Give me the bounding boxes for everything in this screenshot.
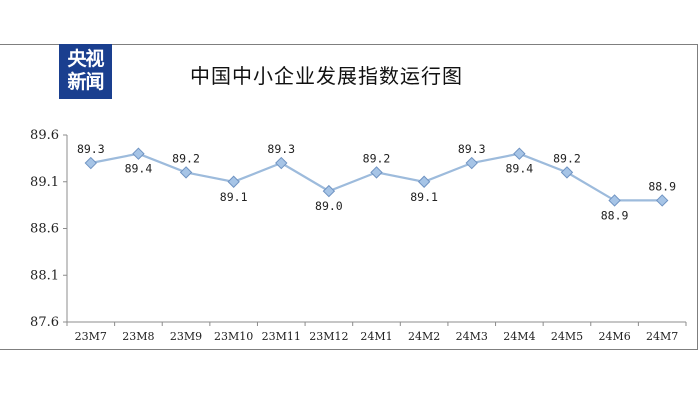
y-tick-label: 89.6 xyxy=(30,128,59,143)
data-point-marker xyxy=(465,156,478,170)
series-markers xyxy=(84,147,669,207)
x-tick-label: 23M12 xyxy=(309,330,348,343)
x-tick-label: 24M1 xyxy=(360,330,392,343)
data-labels: 89.3 89.4 89.2 89.1 89.3 89.0 89.2 89.1 89.3 89.4… xyxy=(77,142,676,222)
data-point-marker xyxy=(132,147,145,160)
data-point-marker xyxy=(417,175,431,188)
data-label: 89.3 xyxy=(77,142,105,156)
data-label: 88.9 xyxy=(648,179,676,193)
x-tick-label: 24M2 xyxy=(408,330,440,343)
y-axis-ticks: 87.6 88.1 88.6 89.1 89.6 xyxy=(30,128,67,330)
x-tick-label: 24M3 xyxy=(456,330,488,343)
data-label: 89.4 xyxy=(125,162,153,176)
data-point-marker xyxy=(84,156,98,170)
data-point-marker xyxy=(370,166,383,179)
x-tick-label: 23M8 xyxy=(122,330,154,343)
logo-line-2: 新闻 xyxy=(67,71,104,93)
x-tick-label: 24M5 xyxy=(551,330,583,343)
data-label: 89.3 xyxy=(267,142,295,156)
x-tick-label: 24M6 xyxy=(598,330,630,343)
y-tick-label: 89.1 xyxy=(30,175,59,190)
x-tick-label: 24M7 xyxy=(646,330,678,343)
data-label: 88.9 xyxy=(601,208,629,222)
chart-title: 中国中小企业发展指数运行图 xyxy=(190,64,463,88)
y-tick-label: 88.6 xyxy=(30,222,59,237)
data-label: 89.2 xyxy=(553,151,581,165)
data-label: 89.1 xyxy=(410,190,438,204)
data-point-marker xyxy=(513,147,526,160)
logo-line-1: 央视 xyxy=(67,48,104,70)
chart-frame xyxy=(0,44,698,350)
x-tick-label: 23M9 xyxy=(170,330,202,343)
data-label: 89.0 xyxy=(315,199,343,213)
data-point-marker xyxy=(655,194,669,207)
data-point-marker xyxy=(227,175,240,188)
data-point-marker xyxy=(322,184,336,198)
y-tick-label: 88.1 xyxy=(30,268,59,283)
x-tick-label: 24M4 xyxy=(503,330,535,343)
x-tick-label: 23M7 xyxy=(75,330,107,343)
data-label: 89.2 xyxy=(363,151,391,165)
data-label: 89.4 xyxy=(505,162,533,176)
data-label: 89.1 xyxy=(220,190,248,204)
data-point-marker xyxy=(275,156,288,170)
x-tick-label: 23M10 xyxy=(214,330,253,343)
x-tick-label: 23M11 xyxy=(262,330,301,343)
cctv-news-logo: 央视 新闻 xyxy=(59,44,112,99)
data-label: 89.2 xyxy=(172,151,200,165)
data-point-marker xyxy=(560,166,574,179)
y-tick-label: 87.6 xyxy=(30,315,59,330)
data-label: 89.3 xyxy=(458,142,486,156)
x-axis-ticks: 23M7 23M8 23M9 23M10 23M11 23M12 24M1 24M2 24M3 2… xyxy=(66,322,687,343)
data-point-marker xyxy=(179,166,193,179)
data-point-marker xyxy=(608,194,621,207)
